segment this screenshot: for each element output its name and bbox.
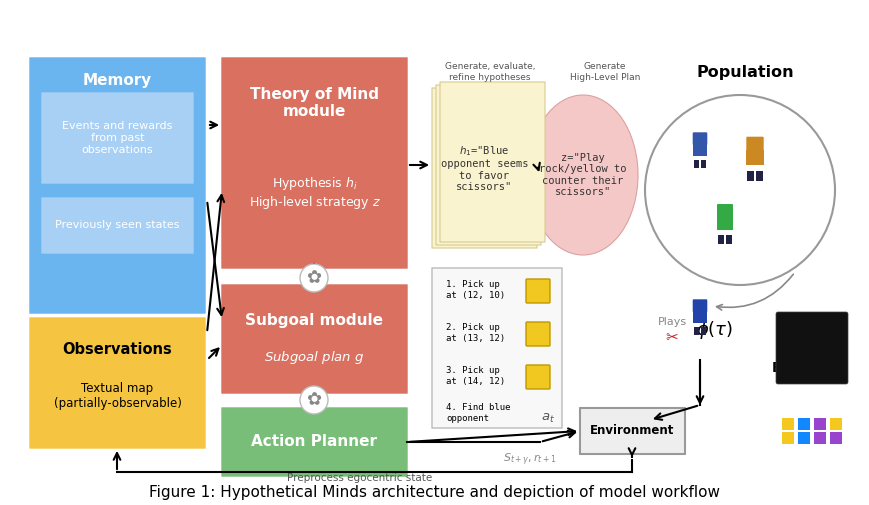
Text: ✿: ✿ [306,269,322,287]
Bar [797,418,809,430]
FancyBboxPatch shape [30,58,205,313]
FancyBboxPatch shape [692,143,706,156]
Text: $h_1$="Blue
opponent seems
to favor
scissors": $h_1$="Blue opponent seems to favor scis… [441,144,527,192]
FancyBboxPatch shape [746,150,763,165]
Text: Ego View: Ego View [772,361,843,375]
FancyBboxPatch shape [222,58,407,268]
Text: Memory: Memory [83,73,152,87]
Text: Textual map
(partially-observable): Textual map (partially-observable) [54,382,182,410]
Circle shape [300,264,328,292]
Text: Plays: Plays [657,317,686,327]
FancyBboxPatch shape [692,299,706,312]
Bar [829,418,841,430]
Text: ✂: ✂ [665,330,678,345]
Text: Environment: Environment [590,425,674,437]
Text: Subgoal plan $g$: Subgoal plan $g$ [264,348,364,366]
FancyBboxPatch shape [222,285,407,393]
FancyBboxPatch shape [692,132,706,145]
Text: $\phi(\tau)$: $\phi(\tau)$ [695,319,733,341]
FancyBboxPatch shape [716,204,733,218]
Text: Figure 1: Hypothetical Minds architecture and depiction of model workflow: Figure 1: Hypothetical Minds architectur… [149,485,720,500]
Text: Hypothesis $h_i$
High-level strategy $z$: Hypothesis $h_i$ High-level strategy $z$ [249,175,380,211]
FancyBboxPatch shape [717,235,723,244]
Bar [813,418,825,430]
FancyBboxPatch shape [432,88,536,248]
Text: ✿: ✿ [306,391,322,409]
Bar [829,432,841,444]
Text: 1. Pick up
at (12, 10): 1. Pick up at (12, 10) [446,280,505,299]
Text: 4. Find blue
opponent: 4. Find blue opponent [446,403,510,423]
FancyBboxPatch shape [42,93,193,183]
Bar [781,432,793,444]
Text: $S_{t+\gamma}, r_{t+1}$: $S_{t+\gamma}, r_{t+1}$ [502,452,556,468]
Text: z="Play
rock/yellow to
counter their
scissors": z="Play rock/yellow to counter their sci… [539,153,626,197]
Bar [797,432,809,444]
FancyBboxPatch shape [526,365,549,389]
FancyBboxPatch shape [222,408,407,476]
Text: 3. Pick up
at (14, 12): 3. Pick up at (14, 12) [446,366,505,386]
FancyBboxPatch shape [700,160,706,168]
Text: Events and rewards
from past
observations: Events and rewards from past observation… [63,121,172,155]
FancyBboxPatch shape [526,279,549,303]
FancyBboxPatch shape [526,322,549,346]
FancyBboxPatch shape [746,171,753,181]
FancyBboxPatch shape [440,82,544,242]
FancyBboxPatch shape [700,327,706,335]
Text: Generate
High-Level Plan: Generate High-Level Plan [569,62,640,82]
Text: Action Planner: Action Planner [251,434,377,449]
Circle shape [300,386,328,414]
Text: Population: Population [695,65,793,79]
FancyBboxPatch shape [775,312,847,384]
FancyBboxPatch shape [42,198,193,253]
FancyBboxPatch shape [693,327,699,335]
FancyBboxPatch shape [435,85,541,245]
FancyBboxPatch shape [693,160,699,168]
FancyBboxPatch shape [692,310,706,323]
Text: Generate, evaluate,
refine hypotheses: Generate, evaluate, refine hypotheses [444,62,534,82]
FancyBboxPatch shape [432,268,561,428]
Text: Preprocess egocentric state: Preprocess egocentric state [287,473,432,483]
Bar [781,418,793,430]
Text: $a_t$: $a_t$ [541,412,554,425]
Text: Subgoal module: Subgoal module [245,313,383,328]
FancyBboxPatch shape [755,171,762,181]
FancyBboxPatch shape [30,318,205,448]
FancyBboxPatch shape [716,216,733,230]
FancyBboxPatch shape [725,235,731,244]
Text: Previously seen states: Previously seen states [56,220,180,230]
FancyBboxPatch shape [580,408,684,454]
Text: 2. Pick up
at (13, 12): 2. Pick up at (13, 12) [446,323,505,343]
Ellipse shape [527,95,637,255]
FancyBboxPatch shape [746,137,763,152]
Bar [813,432,825,444]
Text: Observations: Observations [63,342,172,358]
Text: Theory of Mind
module: Theory of Mind module [249,87,379,119]
